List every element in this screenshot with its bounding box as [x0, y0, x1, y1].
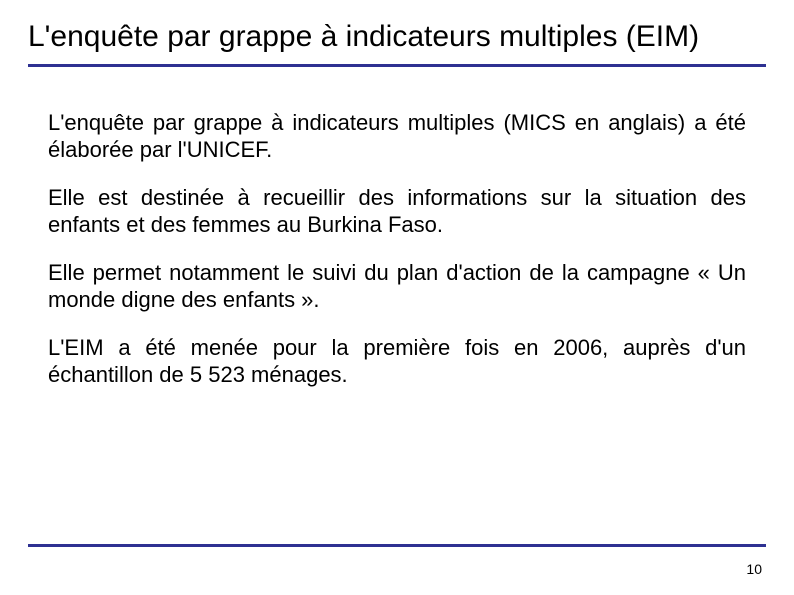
paragraph-2: Elle est destinée à recueillir des infor…: [48, 184, 746, 239]
paragraph-3: Elle permet notamment le suivi du plan d…: [48, 259, 746, 314]
paragraph-1: L'enquête par grappe à indicateurs multi…: [48, 109, 746, 164]
slide-title: L'enquête par grappe à indicateurs multi…: [28, 18, 766, 56]
bottom-underline: [28, 544, 766, 547]
title-underline: [28, 64, 766, 67]
body-content: L'enquête par grappe à indicateurs multi…: [28, 109, 766, 389]
paragraph-4: L'EIM a été menée pour la première fois …: [48, 334, 746, 389]
page-number: 10: [746, 561, 762, 577]
